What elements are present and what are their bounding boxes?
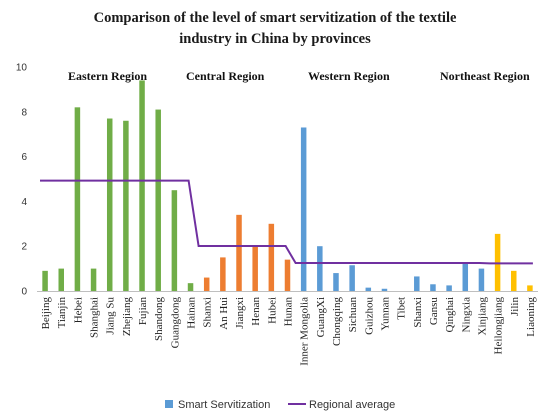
- x-tick-label: Guangdong: [169, 297, 181, 349]
- bar-jilin: [511, 270, 517, 291]
- x-tick-label: Jilin: [509, 297, 521, 316]
- x-tick-label: GuangXi: [315, 297, 327, 337]
- x-tick-label: Shandong: [153, 296, 165, 341]
- bar-shandong: [155, 109, 161, 291]
- x-tick-label: An Hui: [218, 297, 230, 330]
- y-tick-label: 2: [21, 242, 27, 253]
- bar-hebei: [74, 107, 81, 291]
- x-tick-label: Beijing: [40, 297, 52, 330]
- bar-shanxi: [203, 277, 210, 291]
- bar-hubei: [268, 223, 275, 291]
- x-tick-label: Jiangxi: [234, 297, 246, 329]
- bar-jiang-su: [106, 118, 113, 292]
- bar-hunan: [284, 259, 291, 291]
- bar-chongqing: [333, 273, 339, 291]
- legend-label-smart-servitization: Smart Servitization: [178, 399, 270, 411]
- y-tick-label: 4: [21, 197, 27, 208]
- x-tick-label: Heilongjiang: [493, 297, 505, 355]
- bar-ningxia: [462, 263, 469, 291]
- x-tick-label: Jiang Su: [105, 296, 117, 334]
- bar-shanxi: [414, 276, 420, 291]
- bar-guangxi: [317, 246, 323, 291]
- x-tick-label: Fujian: [137, 296, 149, 325]
- x-tick-label: Chongqing: [331, 297, 343, 346]
- region-label-northeast-region: Northeast Region: [440, 69, 530, 83]
- x-tick-label: Yunnan: [380, 297, 392, 331]
- y-tick-label: 0: [21, 287, 27, 298]
- bar-xinjiang: [478, 268, 485, 291]
- x-tick-label: Liaoning: [525, 296, 537, 336]
- x-tick-label: Tianjin: [56, 296, 68, 328]
- x-tick-label: Guizhou: [363, 297, 375, 335]
- chart-title-line-1: Comparison of the level of smart serviti…: [93, 10, 457, 26]
- x-tick-label: Zhejiang: [121, 297, 133, 337]
- bar-beijing: [42, 270, 48, 291]
- bar-tianjin: [58, 268, 64, 291]
- bar-inner-mongolia: [300, 127, 307, 291]
- chart-title-line-2: industry in China by provinces: [179, 31, 371, 47]
- legend-label-regional-average: Regional average: [309, 399, 395, 411]
- bar-sichuan: [349, 265, 355, 291]
- bar-an-hui: [220, 257, 226, 291]
- x-tick-label: Shanghai: [89, 297, 101, 338]
- bar-zhejiang: [123, 120, 129, 291]
- x-tick-label: Henan: [250, 297, 262, 326]
- x-tick-label: Shanxi: [412, 297, 424, 328]
- bar-liaoning: [527, 285, 533, 291]
- x-tick-label: Shanxi: [202, 297, 214, 328]
- x-tick-label: Tibet: [396, 297, 408, 320]
- x-tick-label: Hainan: [186, 296, 198, 328]
- x-tick-label: Xinjiang: [476, 296, 488, 335]
- bar-guizhou: [365, 287, 372, 291]
- regional-average-line: [40, 179, 533, 265]
- bar-jiangxi: [236, 214, 242, 291]
- x-tick-label: Qinghai: [444, 297, 456, 332]
- region-label-central-region: Central Region: [186, 69, 265, 83]
- bar-hainan: [187, 283, 194, 291]
- y-tick-label: 6: [21, 152, 27, 163]
- x-tick-label: Hebei: [72, 297, 84, 323]
- region-label-western-region: Western Region: [308, 69, 390, 83]
- bar-yunnan: [381, 288, 388, 291]
- bar-guangdong: [171, 190, 178, 291]
- y-tick-label: 8: [21, 107, 27, 118]
- x-tick-label: Inner Mongolia: [299, 297, 311, 366]
- bar-shanghai: [90, 268, 97, 291]
- chart-title: Comparison of the level of smart serviti…: [40, 8, 510, 50]
- x-tick-label: Sichuan: [347, 296, 359, 332]
- region-label-eastern-region: Eastern Region: [68, 69, 147, 83]
- x-tick-label: Hunan: [283, 297, 295, 327]
- legend-swatch-smart-servitization: [165, 400, 173, 408]
- y-tick-label: 10: [16, 63, 28, 74]
- x-tick-label: Hubei: [266, 297, 278, 324]
- bar-gansu: [430, 284, 436, 291]
- x-tick-label: Gansu: [428, 297, 440, 326]
- x-tick-label: Ningxia: [460, 297, 472, 333]
- bar-fujian: [139, 80, 145, 291]
- bar-henan: [252, 246, 258, 291]
- bar-qinghai: [446, 285, 452, 291]
